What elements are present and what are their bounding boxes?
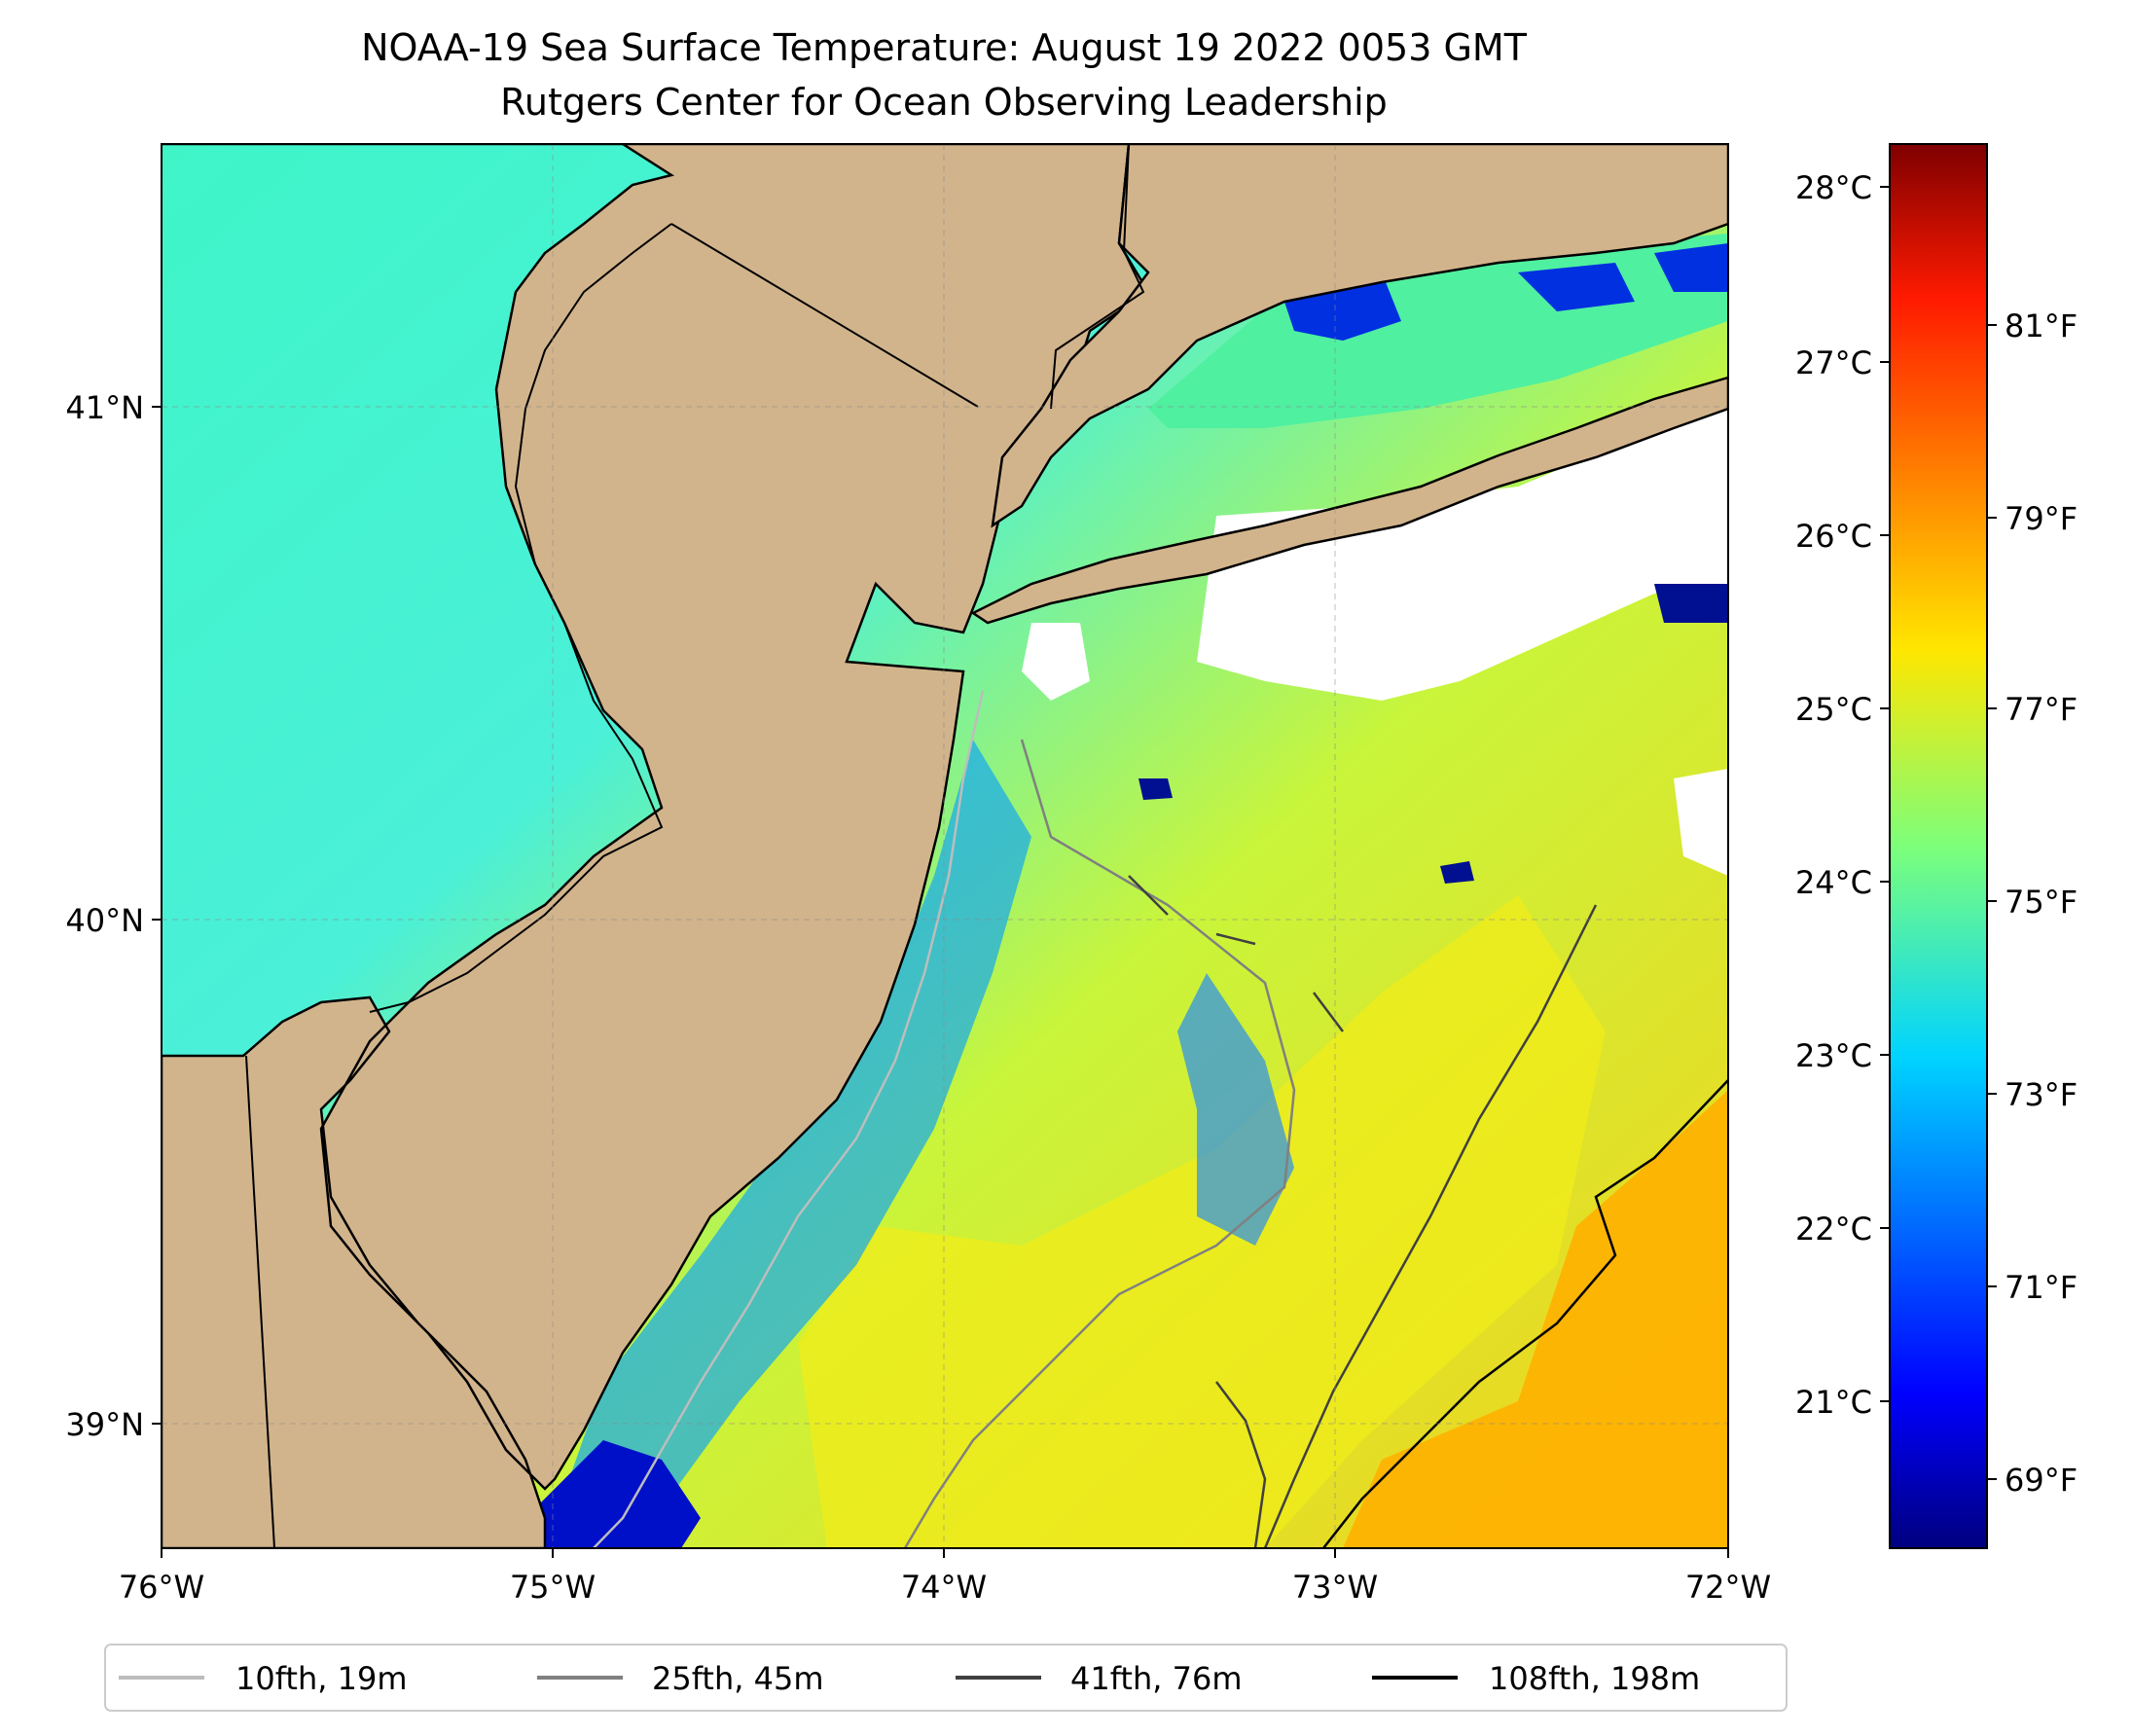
colorbar-fahrenheit-label: 79°F — [2005, 500, 2078, 537]
map-area — [162, 144, 1728, 1548]
x-tick-label: 75°W — [510, 1569, 596, 1606]
legend: 10fth, 19m 25fth, 45m 41fth, 76m 108fth,… — [105, 1645, 1787, 1711]
colorbar-fahrenheit-label: 75°F — [2005, 884, 2078, 921]
colorbar-fahrenheit-label: 73°F — [2005, 1076, 2078, 1113]
x-tick-label: 76°W — [119, 1569, 204, 1606]
figure-subtitle: Rutgers Center for Ocean Observing Leade… — [500, 81, 1388, 124]
colorbar-celsius-label: 26°C — [1795, 518, 1872, 555]
colorbar: 28°C 27°C 26°C 25°C 24°C 23°C 22°C 21°C … — [1795, 144, 2078, 1548]
colorbar-fahrenheit-label: 77°F — [2005, 691, 2078, 728]
colorbar-celsius-label: 25°C — [1795, 691, 1872, 728]
colorbar-celsius-label: 23°C — [1795, 1037, 1872, 1074]
colorbar-celsius-label: 28°C — [1795, 169, 1872, 206]
colorbar-celsius-label: 21°C — [1795, 1384, 1872, 1421]
x-axis: 76°W 75°W 74°W 73°W 72°W — [119, 1548, 1771, 1606]
legend-label: 41fth, 76m — [1070, 1660, 1242, 1697]
colorbar-celsius-label: 22°C — [1795, 1211, 1872, 1248]
colorbar-celsius-label: 27°C — [1795, 344, 1872, 381]
y-tick-label: 39°N — [65, 1406, 144, 1443]
figure-title: NOAA-19 Sea Surface Temperature: August … — [361, 26, 1528, 69]
x-tick-label: 73°W — [1292, 1569, 1378, 1606]
colorbar-celsius-label: 24°C — [1795, 864, 1872, 901]
y-axis: 41°N 40°N 39°N — [65, 389, 162, 1443]
legend-label: 25fth, 45m — [652, 1660, 823, 1697]
legend-label: 108fth, 198m — [1489, 1660, 1700, 1697]
colorbar-fahrenheit-label: 71°F — [2005, 1269, 2078, 1306]
x-tick-label: 74°W — [901, 1569, 987, 1606]
legend-label: 10fth, 19m — [235, 1660, 407, 1697]
x-tick-label: 72°W — [1685, 1569, 1771, 1606]
y-tick-label: 41°N — [65, 389, 144, 426]
colorbar-fahrenheit-label: 81°F — [2005, 307, 2078, 344]
y-tick-label: 40°N — [65, 902, 144, 939]
colorbar-fahrenheit-axis: 81°F 79°F 77°F 75°F 73°F 71°F 69°F — [1987, 307, 2078, 1499]
colorbar-gradient — [1890, 144, 1987, 1548]
colorbar-fahrenheit-label: 69°F — [2005, 1462, 2078, 1499]
colorbar-celsius-axis: 28°C 27°C 26°C 25°C 24°C 23°C 22°C 21°C — [1795, 169, 1890, 1421]
